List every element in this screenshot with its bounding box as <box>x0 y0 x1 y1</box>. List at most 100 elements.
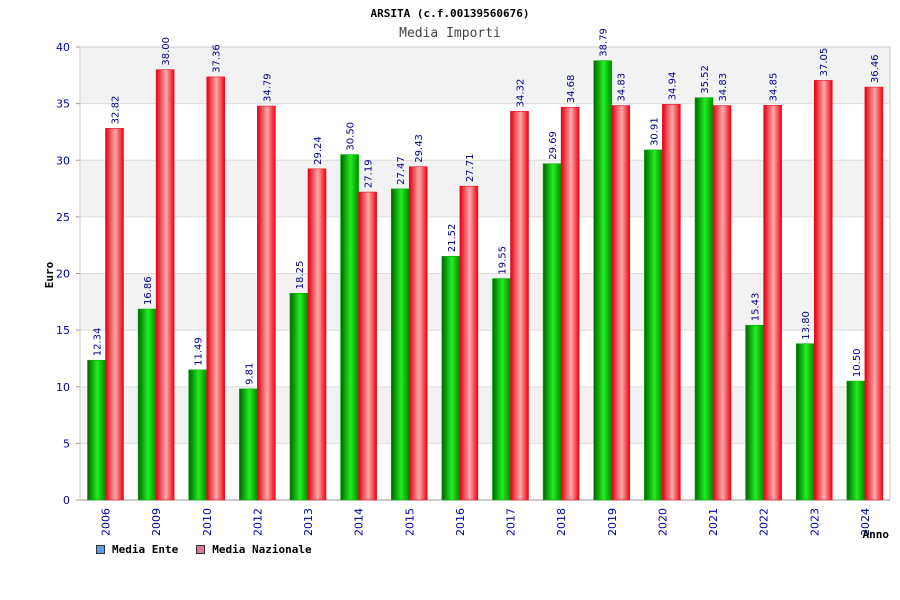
bar-media-nazionale <box>257 105 276 501</box>
legend-swatch-media-nazionale <box>196 545 206 554</box>
bar-media-nazionale <box>307 168 327 501</box>
data-label: 27.47 <box>396 156 407 185</box>
x-tick-label: 2012 <box>251 508 264 536</box>
x-tick-label: 2014 <box>353 508 366 536</box>
bar-media-nazionale <box>560 106 580 501</box>
bar-media-nazionale <box>408 166 428 501</box>
x-tick-label: 2020 <box>656 508 669 536</box>
bar-media-ente <box>846 380 866 501</box>
data-label: 38.79 <box>599 28 610 57</box>
legend-label-media-nazionale: Media Nazionale <box>212 543 312 556</box>
bar-media-ente <box>87 359 106 501</box>
x-tick-label: 2021 <box>707 508 720 536</box>
bar-media-ente <box>593 60 613 501</box>
y-tick-label: 40 <box>56 41 70 54</box>
y-tick-label: 0 <box>63 494 70 507</box>
bar-media-ente <box>441 255 461 501</box>
legend-item-media-nazionale: Media Nazionale <box>196 543 312 556</box>
bar-media-ente <box>390 188 410 501</box>
data-label: 34.94 <box>667 72 678 101</box>
x-tick-label: 2013 <box>302 508 315 536</box>
bar-media-ente <box>340 154 359 501</box>
bar-media-nazionale <box>662 104 681 501</box>
bar-media-nazionale <box>864 86 884 501</box>
bar-media-ente <box>239 388 258 501</box>
bar-media-ente <box>137 308 157 501</box>
data-label: 29.43 <box>414 134 425 163</box>
data-label: 18.25 <box>295 261 306 290</box>
bar-media-nazionale <box>510 111 529 501</box>
data-label: 37.05 <box>819 48 830 77</box>
x-tick-label: 2015 <box>403 508 416 536</box>
data-label: 34.79 <box>262 73 273 102</box>
x-tick-label: 2010 <box>201 508 214 536</box>
y-tick-label: 15 <box>56 324 70 337</box>
x-axis-label: Anno <box>863 528 890 541</box>
bar-media-nazionale <box>155 69 175 501</box>
plot-area: 0 5 10 15 20 25 30 35 40 12.34 32.82 2006 16.86 38.00… <box>56 28 891 536</box>
x-tick-label: 2024 <box>859 508 872 536</box>
bar-media-nazionale <box>611 105 631 501</box>
data-label: 21.52 <box>447 224 458 253</box>
x-tick-label: 2019 <box>606 508 619 536</box>
y-tick-label: 35 <box>56 98 70 111</box>
data-label: 15.43 <box>751 293 762 322</box>
bar-media-nazionale <box>459 185 479 501</box>
data-label: 35.52 <box>700 65 711 94</box>
y-tick-label: 25 <box>56 211 70 224</box>
legend-item-media-ente: Media Ente <box>96 543 178 556</box>
legend-label-media-ente: Media Ente <box>112 543 179 556</box>
data-label: 34.68 <box>566 75 577 104</box>
data-label: 36.46 <box>870 54 881 83</box>
data-label: 13.80 <box>801 311 812 340</box>
data-label: 34.85 <box>769 73 780 102</box>
bar-media-nazionale <box>712 105 732 501</box>
data-label: 34.32 <box>516 79 527 108</box>
data-label: 9.81 <box>244 363 255 385</box>
x-tick-label: 2016 <box>454 508 467 536</box>
y-axis-label: Euro <box>43 261 56 288</box>
data-label: 27.71 <box>465 154 476 183</box>
chart-title: ARSITA (c.f.00139560676) <box>371 7 530 20</box>
bar-media-ente <box>745 324 764 501</box>
bar-media-nazionale <box>206 76 226 501</box>
bar-media-ente <box>492 278 511 501</box>
chart-subtitle: Media Importi <box>399 26 501 41</box>
data-label: 37.36 <box>212 44 223 73</box>
data-label: 32.82 <box>111 96 122 125</box>
data-label: 10.50 <box>852 348 863 377</box>
data-label: 19.55 <box>498 246 509 275</box>
bar-media-nazionale <box>763 105 782 501</box>
y-tick-label: 20 <box>56 268 70 281</box>
x-tick-label: 2006 <box>100 508 113 536</box>
data-label: 29.69 <box>548 131 559 160</box>
y-tick-label: 10 <box>56 381 70 394</box>
x-tick-label: 2022 <box>758 508 771 536</box>
data-label: 11.49 <box>194 337 205 366</box>
bar-media-nazionale <box>105 128 124 501</box>
bar-media-ente <box>188 369 208 501</box>
data-label: 29.24 <box>313 136 324 165</box>
bar-media-nazionale <box>358 191 377 501</box>
data-label: 16.86 <box>143 276 154 305</box>
x-tick-label: 2017 <box>505 508 518 536</box>
bar-media-nazionale <box>813 80 833 501</box>
data-label: 27.19 <box>364 159 375 188</box>
bar-media-ente <box>694 97 714 501</box>
data-label: 38.00 <box>161 37 172 66</box>
data-label: 30.50 <box>346 122 357 151</box>
y-tick-label: 30 <box>56 154 70 167</box>
y-tick-label: 5 <box>63 437 70 450</box>
data-label: 30.91 <box>649 117 660 146</box>
bar-media-ente <box>644 149 663 501</box>
bar-media-ente <box>289 293 309 501</box>
data-label: 34.83 <box>718 73 729 102</box>
x-tick-label: 2009 <box>150 508 163 536</box>
data-label: 12.34 <box>93 328 104 357</box>
legend: Media Ente Media Nazionale <box>96 543 312 556</box>
legend-swatch-media-ente <box>96 545 105 554</box>
bar-media-ente <box>795 343 815 501</box>
data-label: 34.83 <box>617 73 628 102</box>
x-tick-label: 2018 <box>555 508 568 536</box>
